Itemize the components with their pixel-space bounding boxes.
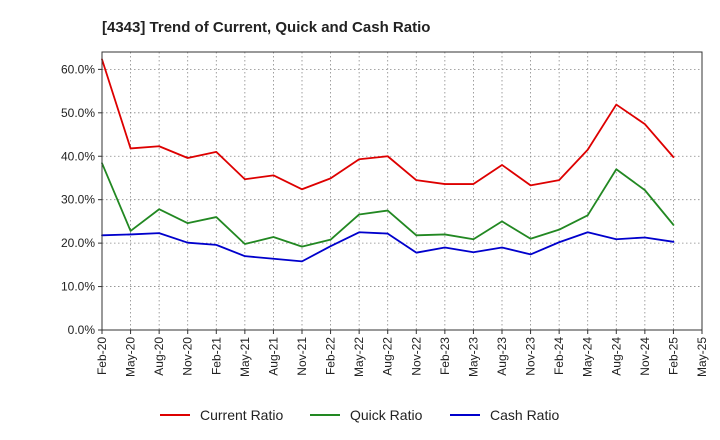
x-tick-label: Aug-22 bbox=[381, 337, 395, 376]
x-tick-label: May-20 bbox=[124, 337, 138, 377]
chart-title: [4343] Trend of Current, Quick and Cash … bbox=[102, 19, 430, 36]
current-ratio-line bbox=[101, 58, 675, 191]
cash-ratio-line bbox=[101, 231, 675, 263]
y-tick-label: 0.0% bbox=[68, 323, 96, 337]
plot-area bbox=[101, 51, 703, 331]
x-tick-label: May-24 bbox=[581, 337, 595, 377]
legend-item-quick-ratio: Quick Ratio bbox=[310, 407, 423, 423]
x-tick-label: Feb-25 bbox=[666, 337, 680, 375]
series-layer bbox=[101, 58, 675, 263]
quick-ratio-line bbox=[101, 162, 675, 248]
x-tick-label: May-25 bbox=[695, 337, 709, 377]
x-tick-label: Nov-20 bbox=[181, 337, 195, 376]
x-tick-label: May-23 bbox=[466, 337, 480, 377]
y-tick-label: 10.0% bbox=[61, 280, 95, 294]
y-tick-label: 40.0% bbox=[61, 149, 95, 163]
y-axis-ticks: 0.0% 10.0% 20.0% 30.0% 40.0% 50.0% 60.0% bbox=[61, 62, 102, 337]
legend-item-current-ratio: Current Ratio bbox=[160, 407, 283, 423]
legend-label-cash-ratio: Cash Ratio bbox=[490, 407, 559, 423]
x-axis-ticks: Feb-20 May-20 Aug-20 Nov-20 Feb-21 May-21 Aug-… bbox=[95, 330, 709, 377]
x-tick-label: Nov-24 bbox=[638, 337, 652, 376]
axis-layer bbox=[101, 51, 703, 331]
y-tick-label: 60.0% bbox=[61, 62, 95, 76]
legend-label-current-ratio: Current Ratio bbox=[200, 407, 283, 423]
x-tick-label: Feb-22 bbox=[324, 337, 338, 375]
x-tick-label: Feb-21 bbox=[209, 337, 223, 375]
x-tick-label: Feb-23 bbox=[438, 337, 452, 375]
x-tick-label: Feb-20 bbox=[95, 337, 109, 375]
x-tick-label: Nov-22 bbox=[409, 337, 423, 376]
plot-frame bbox=[101, 51, 703, 331]
x-tick-label: Nov-21 bbox=[295, 337, 309, 376]
x-tick-label: May-22 bbox=[352, 337, 366, 377]
grid-layer bbox=[102, 52, 702, 330]
legend-item-cash-ratio: Cash Ratio bbox=[450, 407, 559, 423]
x-tick-label: May-21 bbox=[238, 337, 252, 377]
y-tick-label: 50.0% bbox=[61, 106, 95, 120]
x-tick-label: Aug-20 bbox=[152, 337, 166, 376]
x-tick-label: Feb-24 bbox=[552, 337, 566, 375]
legend-label-quick-ratio: Quick Ratio bbox=[350, 407, 423, 423]
y-tick-label: 30.0% bbox=[61, 193, 95, 207]
x-tick-label: Nov-23 bbox=[524, 337, 538, 376]
x-tick-label: Aug-24 bbox=[609, 337, 623, 376]
x-tick-label: Aug-23 bbox=[495, 337, 509, 376]
x-tick-label: Aug-21 bbox=[266, 337, 280, 376]
legend: Current Ratio Quick Ratio Cash Ratio bbox=[160, 407, 559, 423]
y-tick-label: 20.0% bbox=[61, 236, 95, 250]
